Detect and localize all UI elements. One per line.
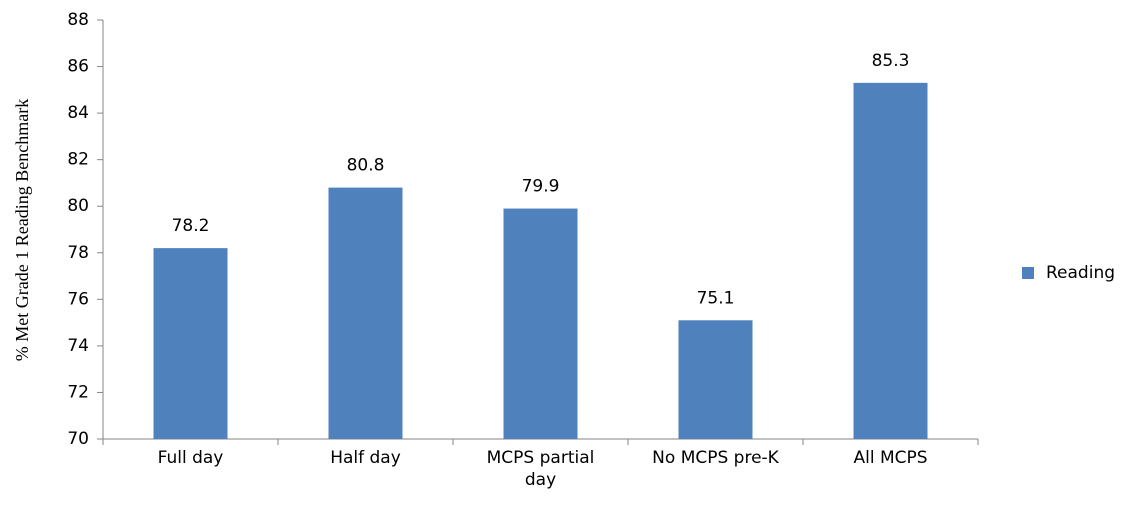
legend-swatch: [1022, 267, 1034, 279]
y-axis-label: % Met Grade 1 Reading Benchmark: [12, 99, 32, 361]
y-tick-label: 76: [67, 289, 89, 309]
data-label: 75.1: [697, 288, 735, 308]
y-tick-label: 82: [67, 150, 89, 170]
data-label: 80.8: [347, 156, 385, 176]
bar: [853, 82, 928, 439]
y-tick-label: 70: [67, 429, 89, 449]
x-tick-label: No MCPS pre-K: [652, 448, 779, 468]
bar: [503, 208, 578, 439]
y-tick-label: 86: [67, 57, 89, 77]
y-tick-label: 72: [67, 382, 89, 402]
bar: [328, 187, 403, 439]
bar: [153, 248, 228, 439]
data-label: 78.2: [172, 216, 210, 236]
legend-label: Reading: [1046, 263, 1115, 283]
y-tick-label: 80: [67, 196, 89, 216]
x-tick-label: Half day: [330, 448, 401, 468]
y-tick-label: 88: [67, 10, 89, 30]
data-label: 85.3: [872, 51, 910, 71]
x-tick-label: Full day: [157, 448, 224, 468]
x-tick-label: All MCPS: [853, 448, 928, 468]
data-label: 79.9: [522, 177, 560, 197]
bar: [678, 320, 753, 439]
y-tick-label: 74: [67, 336, 89, 356]
y-tick-label: 84: [67, 103, 89, 123]
y-tick-label: 78: [67, 243, 89, 263]
x-tick-label: MCPS partial day: [486, 448, 595, 490]
